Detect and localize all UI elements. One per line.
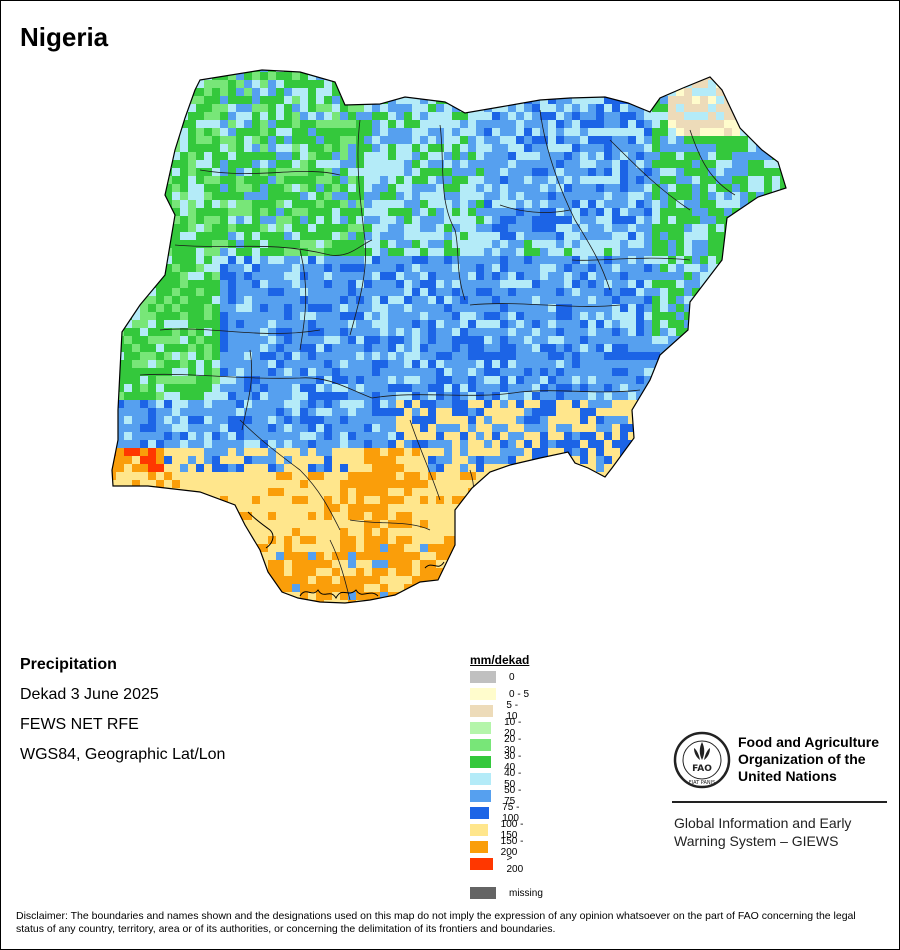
legend-label: 150 - 200 xyxy=(500,836,524,858)
legend-label: 20 - 30 xyxy=(504,734,522,756)
legend-title: mm/dekad xyxy=(470,653,530,667)
source-label: FEWS NET RFE xyxy=(20,716,139,733)
legend-item: > 200 xyxy=(470,853,529,875)
legend-swatch xyxy=(470,790,492,802)
legend-swatch xyxy=(470,841,488,853)
map-info: Precipitation Dekad 3 June 2025 FEWS NET… xyxy=(20,656,225,776)
legend-swatch xyxy=(470,671,496,683)
map-title: Nigeria xyxy=(20,22,109,52)
legend-swatch xyxy=(470,807,490,819)
legend-swatch xyxy=(470,722,492,734)
legend-label: missing xyxy=(509,887,543,899)
giews-name: Global Information and Early Warning Sys… xyxy=(674,815,852,849)
legend-item: 30 - 40 xyxy=(470,751,529,773)
fao-logo-icon: FAO FIAT PANIS xyxy=(673,731,731,789)
legend-label: 50 - 75 xyxy=(504,785,522,807)
legend-item: 50 - 75 xyxy=(470,785,529,807)
legend-item: 5 - 10 xyxy=(470,700,529,722)
projection-label: WGS84, Geographic Lat/Lon xyxy=(20,746,226,763)
legend-label: > 200 xyxy=(506,853,524,875)
legend-item: 150 - 200 xyxy=(470,836,529,858)
legend-item: 10 - 20 xyxy=(470,717,529,739)
fao-divider xyxy=(672,801,887,803)
legend-label: 5 - 10 xyxy=(506,700,519,722)
precipitation-map xyxy=(111,69,787,604)
legend-label: 100 - 150 xyxy=(500,819,524,841)
legend-swatch xyxy=(470,705,494,717)
fao-name: Food and Agriculture Organization of the… xyxy=(738,734,880,784)
legend-label: 40 - 50 xyxy=(504,768,522,790)
period-label: Dekad 3 June 2025 xyxy=(20,686,159,703)
legend-swatch xyxy=(470,688,496,700)
disclaimer: Disclaimer: The boundaries and names sho… xyxy=(16,910,856,935)
legend-item-missing: missing xyxy=(470,886,543,900)
legend-label: 10 - 20 xyxy=(504,717,522,739)
legend-swatch xyxy=(470,858,494,870)
variable-label: Precipitation xyxy=(20,656,117,673)
legend-swatch xyxy=(470,887,496,899)
legend-item: 0 xyxy=(470,670,515,684)
legend-swatch xyxy=(470,739,492,751)
legend-swatch xyxy=(470,773,492,785)
legend-label: 30 - 40 xyxy=(504,751,522,773)
legend-swatch xyxy=(470,756,492,768)
legend-label: 0 - 5 xyxy=(509,688,530,700)
legend-label: 0 xyxy=(509,671,515,683)
legend-label: 75 - 100 xyxy=(502,802,520,824)
legend-item: 0 - 5 xyxy=(470,687,529,701)
legend-item: 40 - 50 xyxy=(470,768,529,790)
legend-item: 100 - 150 xyxy=(470,819,529,841)
legend-swatch xyxy=(470,824,488,836)
legend-item: 20 - 30 xyxy=(470,734,529,756)
legend-item: 75 - 100 xyxy=(470,802,529,824)
